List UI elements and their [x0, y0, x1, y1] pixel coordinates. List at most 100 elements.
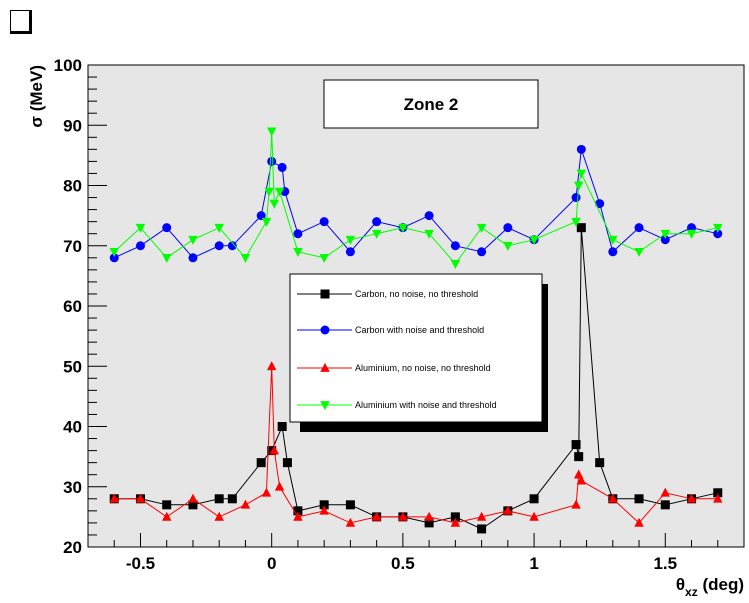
- series-2-point: [293, 511, 303, 521]
- y-tick-label: 100: [54, 56, 82, 75]
- y-tick-label: 50: [63, 357, 82, 376]
- series-0-point: [634, 494, 644, 504]
- series-3-point: [161, 253, 172, 263]
- series-3-point: [571, 217, 581, 227]
- series-3-point: [266, 127, 277, 137]
- legend-marker: [320, 325, 330, 335]
- series-2-point: [274, 481, 285, 491]
- series-3-point: [371, 229, 382, 239]
- series-3-point: [398, 223, 408, 233]
- series-1-point: [319, 217, 329, 227]
- y-tick-label: 70: [63, 237, 82, 256]
- canvas-corner-box: [10, 10, 32, 34]
- x-tick-label: 0: [267, 554, 276, 573]
- series-3-point: [573, 181, 584, 191]
- legend-item-1: Carbon with noise and threshold: [297, 325, 484, 335]
- series-2-point: [261, 487, 272, 497]
- series-2-point: [269, 445, 280, 455]
- series-0-point: [529, 494, 539, 504]
- series-0-point: [282, 458, 292, 468]
- x-axis-title-subscript: xz: [685, 585, 698, 599]
- series-3-point: [264, 187, 274, 197]
- x-tick-label: 1.5: [653, 554, 677, 573]
- series-3: [109, 127, 723, 269]
- series-layer: [109, 127, 723, 534]
- series-0-point: [574, 452, 584, 462]
- series-1-point: [713, 229, 723, 239]
- series-3-point: [529, 235, 539, 245]
- series-0-point: [595, 458, 605, 468]
- series-2-point: [424, 511, 434, 521]
- series-2-point: [503, 505, 513, 515]
- legend-item-0: Carbon, no noise, no threshold: [297, 289, 478, 299]
- x-tick-label: -0.5: [126, 554, 155, 573]
- zone-annotation-box: Zone 2: [323, 79, 539, 129]
- series-1-point: [227, 241, 237, 251]
- series-0-point: [188, 500, 198, 510]
- series-2-point: [660, 487, 671, 497]
- series-2-point: [371, 511, 382, 521]
- x-tick-label: 1: [529, 554, 538, 573]
- series-3-point: [274, 187, 285, 197]
- series-2-point: [319, 505, 329, 515]
- x-tick-label: 0.5: [391, 554, 415, 573]
- series-2-point: [188, 493, 198, 503]
- series-3-point: [503, 241, 513, 251]
- series-2-point: [608, 493, 618, 503]
- x-axis-title-symbol: θ: [676, 575, 685, 594]
- series-1-point: [372, 217, 382, 227]
- series-0-point: [660, 500, 670, 510]
- series-0-point: [256, 458, 266, 468]
- series-3-point: [634, 247, 644, 257]
- series-1-point: [277, 162, 287, 172]
- series-1-point: [608, 247, 618, 257]
- series-1-point: [450, 241, 460, 251]
- series-3-point: [476, 223, 487, 233]
- series-3-point: [424, 229, 434, 239]
- series-1-point: [214, 241, 224, 251]
- series-1-point: [293, 229, 303, 239]
- legend-label: Aluminium, no noise, no threshold: [355, 363, 491, 373]
- series-3-point: [345, 235, 356, 245]
- legend-marker: [320, 401, 330, 411]
- series-1-point: [595, 199, 605, 209]
- series-1-point: [634, 223, 644, 233]
- series-2-point: [161, 511, 172, 521]
- series-1-point: [424, 211, 434, 221]
- series-2-point: [529, 511, 539, 521]
- series-1-point: [109, 253, 119, 263]
- series-1-point: [477, 247, 487, 257]
- series-2-point: [713, 493, 723, 503]
- series-2-point: [686, 493, 697, 503]
- series-2-point: [240, 499, 251, 509]
- series-0-point: [576, 223, 586, 233]
- series-2-point: [266, 361, 277, 371]
- series-3-point: [261, 217, 272, 227]
- series-2-point: [398, 511, 408, 521]
- zone-annotation-text: Zone 2: [404, 95, 459, 114]
- legend: Carbon, no noise, no threshold Carbon wit…: [289, 273, 548, 432]
- series-1-line: [113, 149, 718, 259]
- series-0-point: [424, 518, 434, 528]
- series-1-point: [503, 223, 513, 233]
- legend-marker: [320, 362, 330, 372]
- y-tick-label: 90: [63, 116, 82, 135]
- series-3-point: [188, 235, 198, 245]
- series-2-line: [114, 366, 718, 524]
- y-tick-label: 20: [63, 538, 82, 557]
- legend-item-3: Aluminium with noise and threshold: [297, 400, 497, 411]
- series-2-point: [450, 517, 461, 527]
- series-1-point: [135, 241, 145, 251]
- y-tick-label: 80: [63, 177, 82, 196]
- series-1-point: [576, 144, 586, 154]
- series-0-point: [345, 500, 355, 510]
- series-2: [109, 361, 723, 527]
- series-0-point: [713, 488, 723, 498]
- series-3-point: [214, 223, 224, 233]
- series-2-point: [476, 511, 487, 521]
- series-3-point: [608, 235, 618, 245]
- series-2-point: [345, 517, 356, 527]
- series-1-point: [571, 193, 581, 203]
- y-axis-title: σ (MeV): [27, 65, 46, 128]
